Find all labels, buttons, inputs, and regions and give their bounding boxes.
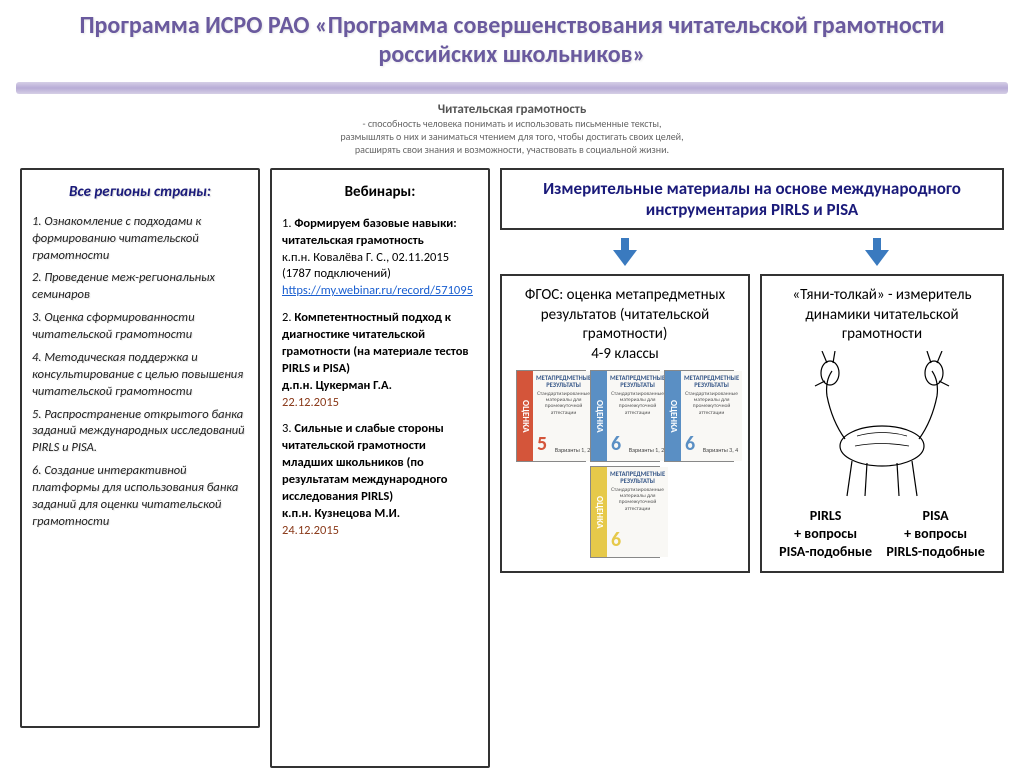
webinar-author: к.п.н. Ковалёва Г. С., 02.11.2015 (1787 … — [282, 250, 449, 282]
label-right: PISA + вопросы PIRLS-подобные — [886, 507, 984, 562]
main-columns: Все регионы страны: 1. Ознакомление с по… — [0, 160, 1024, 768]
materials-header: Измерительные материалы на основе междун… — [500, 168, 1004, 231]
subheader-line: размышлять о них и заниматься чтением дл… — [40, 130, 984, 143]
book-cover: ОЦЕНКАМЕТАПРЕДМЕТНЫЕ РЕЗУЛЬТАТЫСтандарти… — [664, 370, 734, 462]
webinar-num: 2. — [282, 310, 294, 325]
arrow-down-icon — [613, 250, 637, 266]
book-variants: Варианты 1, 2 — [629, 447, 664, 455]
fgos-box: ФГОС: оценка метапредметных результатов … — [500, 274, 750, 573]
region-item: 3. Оценка сформированности читательской … — [32, 310, 248, 344]
webinar-author: д.п.н. Цукерман Г.А. — [282, 378, 392, 393]
book-grade-number: 6 — [611, 527, 621, 553]
book-front: МЕТАПРЕДМЕТНЫЕ РЕЗУЛЬТАТЫ Стандартизирова… — [607, 467, 668, 557]
book-front: МЕТАПРЕДМЕТНЫЕ РЕЗУЛЬТАТЫ Стандартизирова… — [607, 371, 668, 461]
book-grade-number: 5 — [537, 431, 547, 457]
label-pisa-like: PISA-подобные — [779, 543, 872, 561]
subheader: Читательская грамотность - способность ч… — [0, 94, 1024, 160]
pushpull-text: «Тяни-толкай» - измеритель динамики чита… — [772, 286, 992, 345]
book-front: МЕТАПРЕДМЕТНЫЕ РЕЗУЛЬТАТЫ Стандартизирова… — [681, 371, 742, 461]
webinar-num: 1. — [282, 216, 294, 231]
book-spine: ОЦЕНКА — [591, 371, 607, 461]
book-grade-number: 6 — [685, 431, 695, 457]
book-variants: Варианты 3, 4 — [703, 447, 738, 455]
divider-band — [16, 82, 1008, 94]
bottom-labels: PIRLS + вопросы PISA-подобные PISA + воп… — [772, 507, 992, 562]
subheader-title: Читательская грамотность — [40, 102, 984, 117]
webinar-num: 3. — [282, 421, 294, 436]
book-cover: ОЦЕНКАМЕТАПРЕДМЕТНЫЕ РЕЗУЛЬТАТЫСтандарти… — [590, 370, 660, 462]
subheader-line: - способность человека понимать и исполь… — [40, 117, 984, 130]
webinars-title: Вебинары: — [282, 182, 478, 202]
region-item: 1. Ознакомление с подходами к формирован… — [32, 214, 248, 265]
book-title: МЕТАПРЕДМЕТНЫЕ РЕЗУЛЬТАТЫ — [610, 375, 665, 389]
book-title: МЕТАПРЕДМЕТНЫЕ РЕЗУЛЬТАТЫ — [684, 375, 739, 389]
column-webinars: Вебинары: 1. Формируем базовые навыки: ч… — [270, 168, 490, 768]
book-subtitle: Стандартизированные материалы для промеж… — [610, 391, 665, 415]
book-subtitle: Стандартизированные материалы для промеж… — [536, 391, 591, 415]
column-regions: Все регионы страны: 1. Ознакомление с по… — [20, 168, 260, 728]
region-item: 2. Проведение меж-региональных семинаров — [32, 270, 248, 304]
pushmi-pullyu-illustration — [772, 351, 992, 501]
book-spine: ОЦЕНКА — [517, 371, 533, 461]
webinar-item: 2. Компетентностный подход к диагностике… — [282, 310, 478, 411]
region-item: 5. Распространение открытого банка задан… — [32, 407, 248, 458]
label-plus: + вопросы — [886, 525, 984, 543]
webinar-date: 24.12.2015 — [282, 523, 339, 538]
label-pirls: PIRLS — [779, 507, 872, 525]
label-pirls-like: PIRLS-подобные — [886, 543, 984, 561]
label-left: PIRLS + вопросы PISA-подобные — [779, 507, 872, 562]
region-item: 4. Методическая поддержка и консультиров… — [32, 350, 248, 401]
region-item: 6. Создание интерактивной платформы для … — [32, 463, 248, 531]
webinar-bold: Формируем базовые навыки: читательская г… — [282, 216, 457, 248]
column-materials: Измерительные материалы на основе междун… — [500, 168, 1004, 574]
book-title: МЕТАПРЕДМЕТНЫЕ РЕЗУЛЬТАТЫ — [536, 375, 591, 389]
webinar-item: 3. Сильные и слабые стороны читательской… — [282, 421, 478, 539]
book-title: МЕТАПРЕДМЕТНЫЕ РЕЗУЛЬТАТЫ — [610, 471, 665, 485]
webinar-item: 1. Формируем базовые навыки: читательска… — [282, 216, 478, 300]
book-cover: ОЦЕНКАМЕТАПРЕДМЕТНЫЕ РЕЗУЛЬТАТЫСтандарти… — [590, 466, 660, 558]
materials-row: ФГОС: оценка метапредметных результатов … — [500, 274, 1004, 573]
arrows-row — [500, 238, 1004, 266]
page-header: Программа ИСРО РАО «Программа совершенст… — [0, 0, 1024, 78]
webinar-bold: Компетентностный подход к диагностике чи… — [282, 310, 469, 376]
pushpull-box: «Тяни-толкай» - измеритель динамики чита… — [760, 274, 1004, 573]
book-grade-number: 6 — [611, 431, 621, 457]
book-subtitle: Стандартизированные материалы для промеж… — [684, 391, 739, 415]
webinar-bold: Сильные и слабые стороны читательской гр… — [282, 421, 447, 504]
arrow-down-icon — [865, 250, 889, 266]
main-title: Программа ИСРО РАО «Программа совершенст… — [40, 12, 984, 70]
book-variants: Варианты 1, 2 — [555, 447, 590, 455]
label-plus: + вопросы — [779, 525, 872, 543]
subheader-line: расширять свои знания и возможности, уча… — [40, 143, 984, 156]
book-front: МЕТАПРЕДМЕТНЫЕ РЕЗУЛЬТАТЫ Стандартизирова… — [533, 371, 594, 461]
label-pisa: PISA — [886, 507, 984, 525]
book-spine: ОЦЕНКА — [591, 467, 607, 557]
book-covers: ОЦЕНКАМЕТАПРЕДМЕТНЫЕ РЕЗУЛЬТАТЫСтандарти… — [512, 370, 738, 558]
webinar-author: к.п.н. Кузнецова М.И. — [282, 506, 400, 521]
book-cover: ОЦЕНКАМЕТАПРЕДМЕТНЫЕ РЕЗУЛЬТАТЫСтандарти… — [516, 370, 586, 462]
fgos-text: ФГОС: оценка метапредметных результатов … — [512, 286, 738, 364]
book-spine: ОЦЕНКА — [665, 371, 681, 461]
webinar-link[interactable]: https://my.webinar.ru/record/571095 — [282, 283, 473, 298]
webinar-date: 22.12.2015 — [282, 395, 339, 410]
regions-title: Все регионы страны: — [32, 182, 248, 202]
book-subtitle: Стандартизированные материалы для промеж… — [610, 487, 665, 511]
